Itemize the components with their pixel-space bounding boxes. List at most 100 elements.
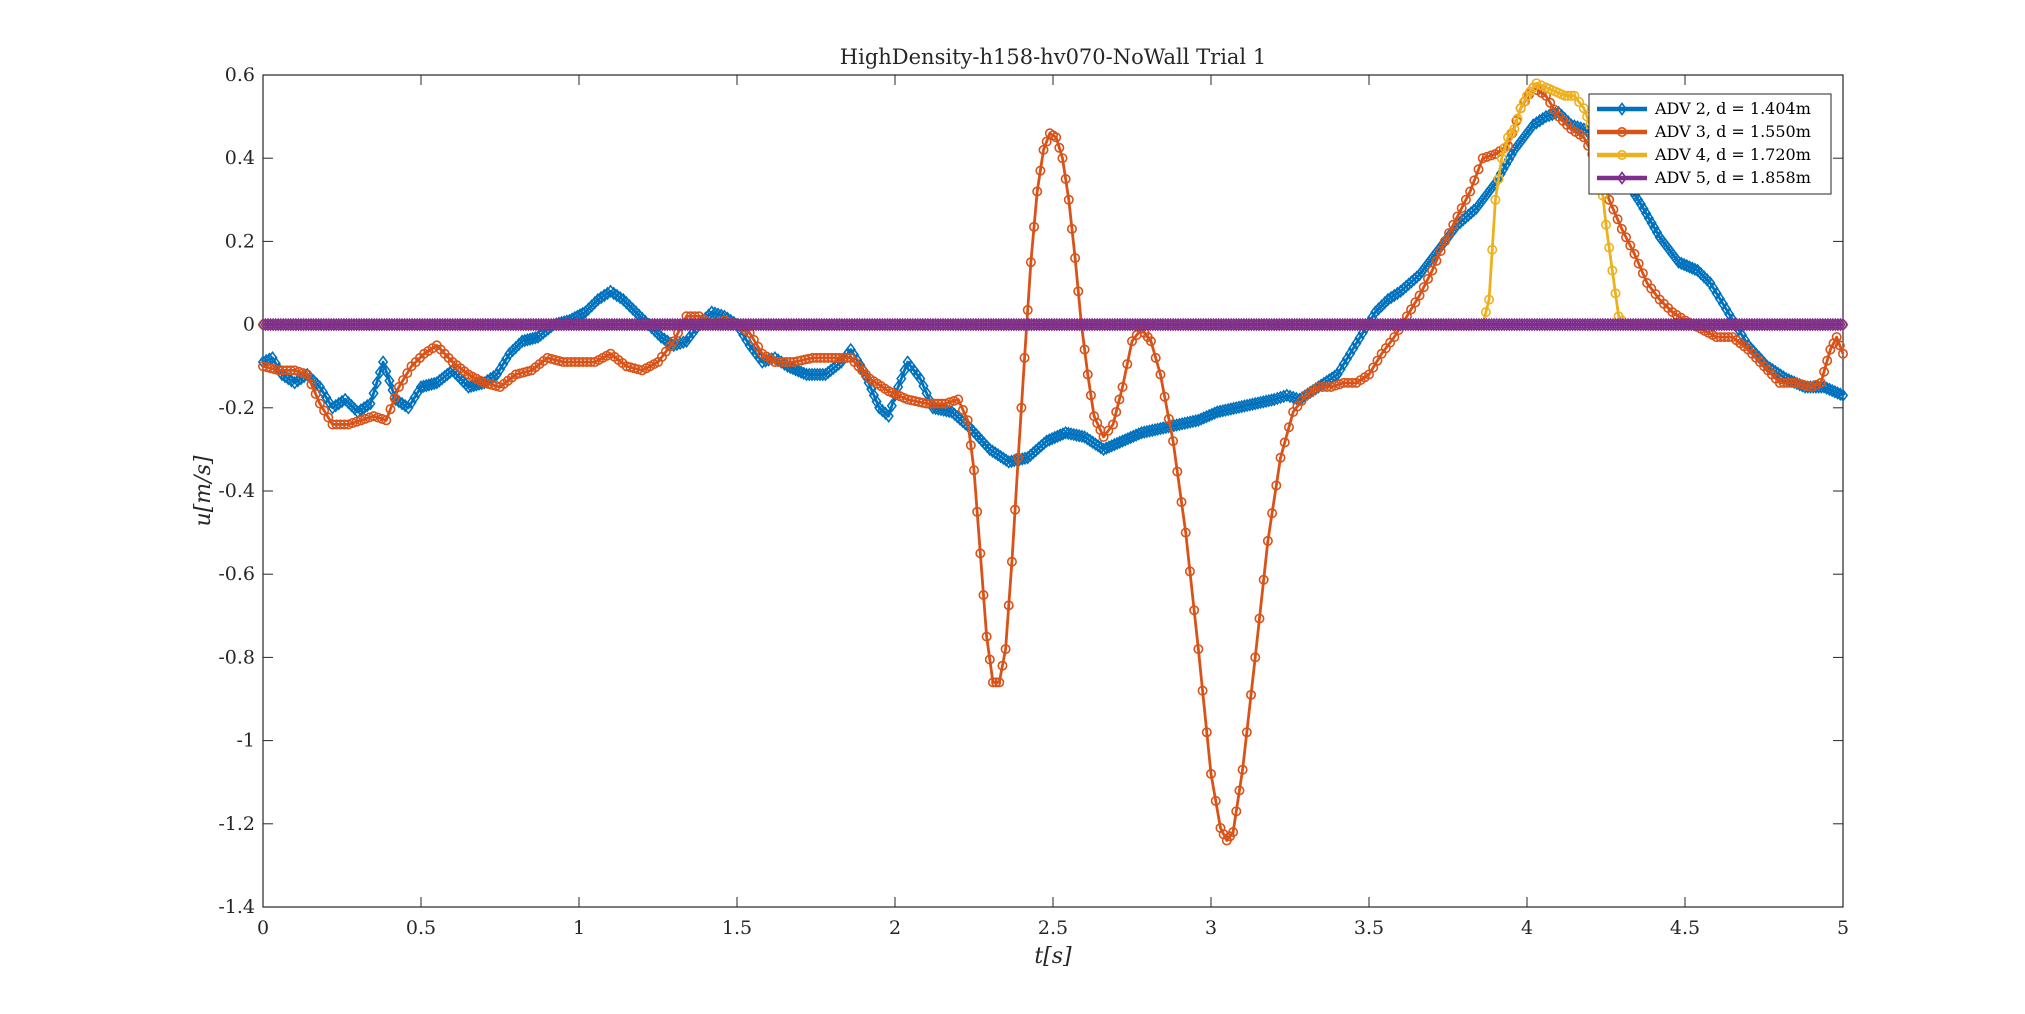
data-point (1637, 268, 1648, 279)
data-point (777, 357, 788, 368)
data-point (1439, 236, 1450, 247)
legend-label: ADV 4, d = 1.720m (1654, 145, 1811, 164)
data-point (1452, 211, 1463, 222)
data-point (1082, 369, 1093, 380)
data-point (1335, 362, 1346, 377)
data-point (925, 398, 936, 409)
data-point (1184, 566, 1195, 577)
data-point (929, 398, 940, 409)
data-point (1159, 391, 1170, 402)
data-point (1465, 186, 1476, 197)
data-point (965, 440, 976, 451)
data-point (358, 400, 370, 415)
data-point (921, 398, 932, 409)
data-point (807, 352, 818, 363)
data-point (1370, 305, 1381, 319)
data-point (1484, 183, 1496, 198)
data-point (423, 378, 435, 392)
data-point (1834, 340, 1845, 351)
legend-item: ADV 3, d = 1.550m (1597, 122, 1811, 141)
data-point (1419, 260, 1431, 275)
data-point (1617, 127, 1628, 138)
data-point (1368, 362, 1379, 373)
y-tick-label: -1.4 (218, 896, 255, 918)
series-layer (257, 78, 1849, 846)
data-point (362, 398, 373, 413)
data-point (678, 335, 689, 350)
x-tick-label: 0.5 (406, 917, 436, 939)
data-point (1284, 389, 1296, 404)
data-point (1275, 452, 1286, 463)
data-point (940, 398, 951, 409)
data-point (830, 352, 841, 363)
data-point (1617, 150, 1628, 161)
series-2 (257, 82, 1849, 846)
data-point (1344, 346, 1356, 361)
data-point (1193, 644, 1204, 655)
data-point (314, 398, 325, 409)
data-point (1041, 434, 1052, 448)
data-point (1060, 174, 1071, 185)
data-point (1678, 257, 1690, 272)
data-point (1098, 431, 1109, 442)
data-point (384, 373, 395, 388)
data-point (1837, 317, 1849, 332)
data-point (1044, 433, 1055, 447)
data-point (1545, 97, 1556, 108)
data-point (1431, 255, 1442, 266)
x-tick-label: 2 (889, 917, 901, 939)
data-point (306, 379, 317, 390)
data-point (815, 352, 826, 363)
data-point (1283, 422, 1294, 433)
data-point (1578, 132, 1589, 143)
x-axis: 0 0.5 1 1.5 2 2.5 3 3.5 4 4.5 5 (257, 75, 1849, 939)
data-point (1444, 228, 1455, 239)
data-point (589, 295, 600, 310)
data-point (507, 343, 518, 358)
data-point (1837, 388, 1849, 403)
data-point (773, 357, 784, 368)
data-point (1032, 186, 1043, 197)
data-point (1827, 383, 1838, 398)
data-point (381, 364, 392, 379)
data-point (953, 394, 964, 405)
data-point (1016, 402, 1027, 413)
data-point (1681, 258, 1692, 273)
data-point (406, 395, 417, 410)
data-point (389, 393, 400, 404)
data-point (1348, 341, 1359, 356)
data-point (1087, 435, 1098, 450)
data-point (1114, 435, 1125, 450)
data-point (1234, 785, 1245, 796)
data-point (1010, 504, 1021, 515)
data-point (393, 381, 404, 392)
data-point (841, 352, 852, 363)
x-tick-label: 4 (1521, 917, 1533, 939)
data-point (1117, 381, 1128, 392)
data-point (753, 341, 764, 352)
data-point (289, 365, 300, 376)
data-point (586, 299, 597, 313)
data-point (1051, 132, 1062, 143)
data-point (1819, 366, 1830, 377)
data-point (1111, 406, 1122, 417)
data-point (1076, 429, 1088, 444)
plot-area (262, 74, 1844, 908)
x-tick-label: 1 (573, 917, 585, 939)
data-point (1347, 377, 1358, 388)
data-point (1201, 409, 1212, 424)
data-point (1338, 357, 1349, 371)
y-tick-label: -1.2 (218, 813, 255, 835)
data-point (1522, 125, 1534, 139)
data-point (984, 442, 995, 457)
data-point (1063, 194, 1074, 205)
data-point (1490, 194, 1501, 205)
legend-item: ADV 5, d = 1.858m (1597, 168, 1811, 187)
data-point (1117, 434, 1128, 448)
data-point (1373, 302, 1384, 316)
legend-item: ADV 2, d = 1.404m (1597, 99, 1811, 118)
data-point (519, 333, 530, 348)
x-tick-label: 4.5 (1670, 917, 1700, 939)
data-point (1250, 652, 1261, 663)
data-point (1073, 286, 1084, 297)
